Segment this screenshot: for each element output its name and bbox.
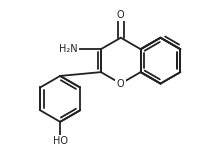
Text: O: O bbox=[117, 10, 125, 20]
Text: HO: HO bbox=[53, 136, 68, 146]
Text: O: O bbox=[117, 79, 125, 89]
Text: H₂N: H₂N bbox=[59, 44, 78, 54]
